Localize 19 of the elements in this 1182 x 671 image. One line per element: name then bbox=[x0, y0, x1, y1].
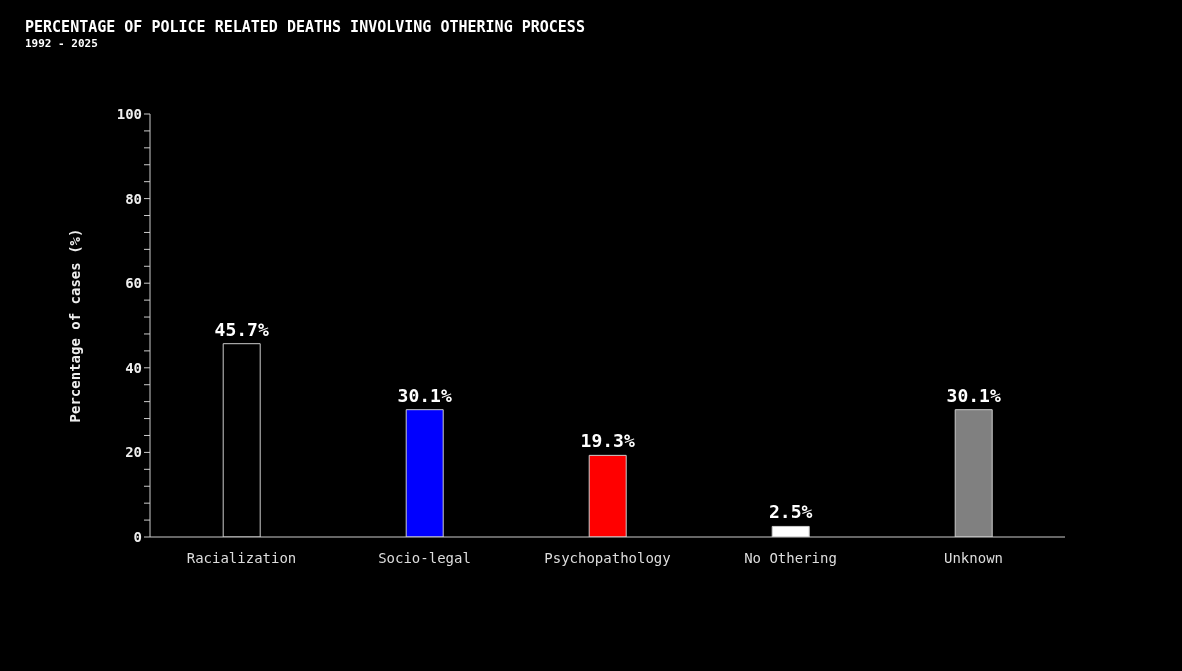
data-label: 19.3% bbox=[580, 430, 635, 452]
y-tick-label: 100 bbox=[116, 105, 142, 122]
data-label: 30.1% bbox=[946, 384, 1001, 406]
y-tick-label: 20 bbox=[125, 444, 142, 461]
data-label: 30.1% bbox=[397, 384, 452, 406]
y-tick-label: 40 bbox=[125, 359, 142, 376]
chart-title: PERCENTAGE OF POLICE RELATED DEATHS INVOLVING OTHERING PROCESS bbox=[25, 18, 585, 36]
y-axis-title: Percentage of cases (%) bbox=[66, 228, 83, 423]
x-tick-label: Socio-legal bbox=[378, 549, 471, 566]
x-tick-label: Psychopathology bbox=[544, 549, 671, 566]
y-tick-label: 80 bbox=[125, 190, 142, 207]
data-label: 45.7% bbox=[214, 318, 269, 340]
y-tick-label: 0 bbox=[133, 528, 142, 545]
data-label: 2.5% bbox=[769, 501, 813, 523]
text: 1992 - 2025 bbox=[25, 37, 98, 50]
x-tick-label: No Othering bbox=[744, 549, 837, 566]
x-tick-label: Racialization bbox=[186, 549, 297, 566]
x-tick-label: Unknown bbox=[943, 549, 1004, 566]
y-tick-label: 60 bbox=[125, 275, 142, 292]
